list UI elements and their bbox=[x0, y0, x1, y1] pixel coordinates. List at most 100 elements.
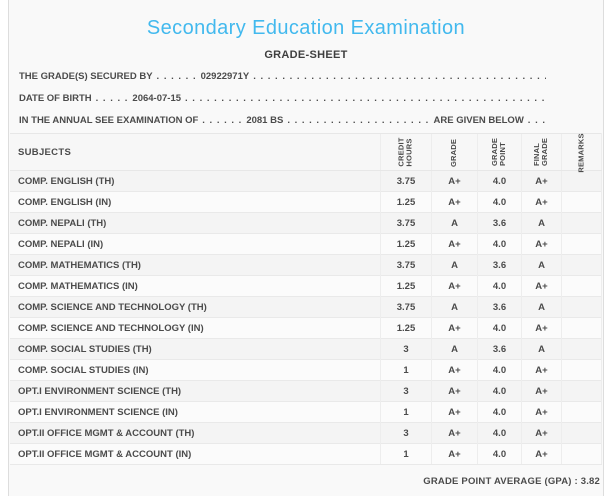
table-row: OPT.I ENVIRONMENT SCIENCE (IN) 1 A+ 4.0 … bbox=[10, 401, 602, 423]
remarks-cell bbox=[561, 212, 602, 234]
grade-point-cell: 3.6 bbox=[477, 296, 522, 318]
grade-column-header: GRADE bbox=[431, 133, 478, 171]
remarks-cell bbox=[561, 401, 602, 423]
grade-table-body: COMP. ENGLISH (TH) 3.75 A+ 4.0 A+ COMP. … bbox=[10, 170, 602, 465]
credit-hours-cell: 1.25 bbox=[380, 233, 432, 255]
table-row: COMP. MATHEMATICS (TH) 3.75 A 3.6 A bbox=[10, 254, 602, 276]
examination-year-value: 2081 BS bbox=[246, 114, 284, 126]
info-line-symbol-number: THE GRADE(S) SECURED BY . . . . . . 0292… bbox=[19, 65, 546, 87]
final-grade-cell: A+ bbox=[521, 317, 562, 339]
grade-sheet-panel: Secondary Education Examination GRADE-SH… bbox=[8, 0, 604, 496]
grade-point-cell: 4.0 bbox=[477, 233, 522, 255]
info-line-examination-year: IN THE ANNUAL SEE EXAMINATION OF . . . .… bbox=[19, 109, 546, 131]
grade-table-header: SUBJECTS CREDIT HOURS GRADE GRADE POINT FI… bbox=[10, 133, 602, 172]
dot-leader: . . . . . . . . . . . . . . . . . . . . … bbox=[185, 92, 546, 104]
grade-table: SUBJECTS CREDIT HOURS GRADE GRADE POINT FI… bbox=[10, 133, 602, 465]
table-row: OPT.II OFFICE MGMT & ACCOUNT (IN) 1 A+ 4… bbox=[10, 443, 602, 465]
grade-cell: A bbox=[431, 212, 478, 234]
remarks-cell bbox=[561, 191, 602, 213]
grade-point-cell: 4.0 bbox=[477, 359, 522, 381]
final-grade-cell: A+ bbox=[521, 401, 562, 423]
grade-point-cell: 3.6 bbox=[477, 338, 522, 360]
table-row: COMP. NEPALI (TH) 3.75 A 3.6 A bbox=[10, 212, 602, 234]
subject-cell: COMP. SCIENCE AND TECHNOLOGY (TH) bbox=[10, 296, 381, 318]
dot-leader: . . . . . . bbox=[202, 114, 243, 126]
subject-cell: COMP. NEPALI (TH) bbox=[10, 212, 381, 234]
grade-cell: A bbox=[431, 338, 478, 360]
subject-cell: COMP. MATHEMATICS (TH) bbox=[10, 254, 381, 276]
final-grade-cell: A+ bbox=[521, 443, 562, 465]
page-title: Secondary Education Examination bbox=[146, 17, 466, 39]
grade-cell: A+ bbox=[431, 191, 478, 213]
credit-hours-cell: 3.75 bbox=[380, 254, 432, 276]
remarks-cell bbox=[561, 170, 602, 192]
dot-leader: . . . . . . . . . . . . . . . . . . . . … bbox=[287, 114, 430, 126]
grade-point-cell: 4.0 bbox=[477, 191, 522, 213]
gpa-text: GRADE POINT AVERAGE (GPA) : 3.82 bbox=[423, 476, 600, 487]
final-grade-cell: A+ bbox=[521, 170, 562, 192]
dot-leader: . . . . . . bbox=[156, 70, 197, 82]
table-row: COMP. ENGLISH (IN) 1.25 A+ 4.0 A+ bbox=[10, 191, 602, 213]
credit-hours-cell: 1 bbox=[380, 401, 432, 423]
grade-point-column-header: GRADE POINT bbox=[477, 133, 522, 171]
remarks-cell bbox=[561, 359, 602, 381]
grade-cell: A bbox=[431, 254, 478, 276]
grade-cell: A+ bbox=[431, 359, 478, 381]
credit-hours-cell: 3.75 bbox=[380, 212, 432, 234]
grade-point-cell: 4.0 bbox=[477, 401, 522, 423]
final-grade-cell: A bbox=[521, 254, 562, 276]
credit-hours-cell: 1.25 bbox=[380, 275, 432, 297]
grade-point-cell: 3.6 bbox=[477, 254, 522, 276]
grade-sheet-subtitle: GRADE-SHEET bbox=[264, 49, 348, 61]
credit-hours-cell: 3 bbox=[380, 338, 432, 360]
grade-cell: A+ bbox=[431, 380, 478, 402]
date-of-birth-value: 2064-07-15 bbox=[132, 92, 182, 104]
subject-cell: COMP. SOCIAL STUDIES (IN) bbox=[10, 359, 381, 381]
credit-hours-cell: 1.25 bbox=[380, 191, 432, 213]
table-row: OPT.I ENVIRONMENT SCIENCE (TH) 3 A+ 4.0 … bbox=[10, 380, 602, 402]
final-grade-cell: A bbox=[521, 296, 562, 318]
grade-cell: A+ bbox=[431, 233, 478, 255]
final-grade-cell: A+ bbox=[521, 359, 562, 381]
dot-leader: . . . . . . . . . . . . . . . . . . . . … bbox=[253, 70, 546, 82]
grade-cell: A+ bbox=[431, 443, 478, 465]
remarks-cell bbox=[561, 380, 602, 402]
grade-cell: A+ bbox=[431, 401, 478, 423]
dot-leader: . . . bbox=[527, 114, 546, 126]
remarks-cell bbox=[561, 296, 602, 318]
grade-point-cell: 4.0 bbox=[477, 422, 522, 444]
credit-hours-cell: 3 bbox=[380, 422, 432, 444]
remarks-cell bbox=[561, 338, 602, 360]
credit-hours-cell: 1.25 bbox=[380, 317, 432, 339]
dot-leader: . . . . . bbox=[95, 92, 129, 104]
remarks-cell bbox=[561, 254, 602, 276]
remarks-column-header: REMARKS bbox=[561, 133, 602, 172]
subject-cell: COMP. SOCIAL STUDIES (TH) bbox=[10, 338, 381, 360]
remarks-cell bbox=[561, 422, 602, 444]
final-grade-cell: A bbox=[521, 212, 562, 234]
final-grade-cell: A+ bbox=[521, 233, 562, 255]
credit-hours-cell: 1 bbox=[380, 359, 432, 381]
info-line-date-of-birth: DATE OF BIRTH . . . . . 2064-07-15 . . .… bbox=[19, 87, 546, 109]
subject-cell: COMP. NEPALI (IN) bbox=[10, 233, 381, 255]
final-grade-cell: A+ bbox=[521, 275, 562, 297]
subject-cell: OPT.II OFFICE MGMT & ACCOUNT (TH) bbox=[10, 422, 381, 444]
subjects-column-header: SUBJECTS bbox=[10, 133, 381, 171]
remarks-cell bbox=[561, 317, 602, 339]
grade-point-cell: 4.0 bbox=[477, 275, 522, 297]
credit-hours-cell: 3.75 bbox=[380, 170, 432, 192]
are-given-below-text: ARE GIVEN BELOW bbox=[433, 114, 524, 126]
grade-cell: A bbox=[431, 296, 478, 318]
final-grade-cell: A+ bbox=[521, 191, 562, 213]
credit-hours-column-header: CREDIT HOURS bbox=[380, 133, 432, 171]
final-grade-cell: A+ bbox=[521, 422, 562, 444]
grade-point-cell: 3.6 bbox=[477, 212, 522, 234]
table-row: COMP. SCIENCE AND TECHNOLOGY (TH) 3.75 A… bbox=[10, 296, 602, 318]
subject-cell: OPT.I ENVIRONMENT SCIENCE (IN) bbox=[10, 401, 381, 423]
table-row: COMP. SCIENCE AND TECHNOLOGY (IN) 1.25 A… bbox=[10, 317, 602, 339]
final-grade-column-header: FINAL GRADE bbox=[521, 133, 562, 171]
date-of-birth-label: DATE OF BIRTH bbox=[19, 92, 92, 104]
table-row: COMP. SOCIAL STUDIES (IN) 1 A+ 4.0 A+ bbox=[10, 359, 602, 381]
subject-cell: OPT.II OFFICE MGMT & ACCOUNT (IN) bbox=[10, 443, 381, 465]
grade-cell: A+ bbox=[431, 170, 478, 192]
